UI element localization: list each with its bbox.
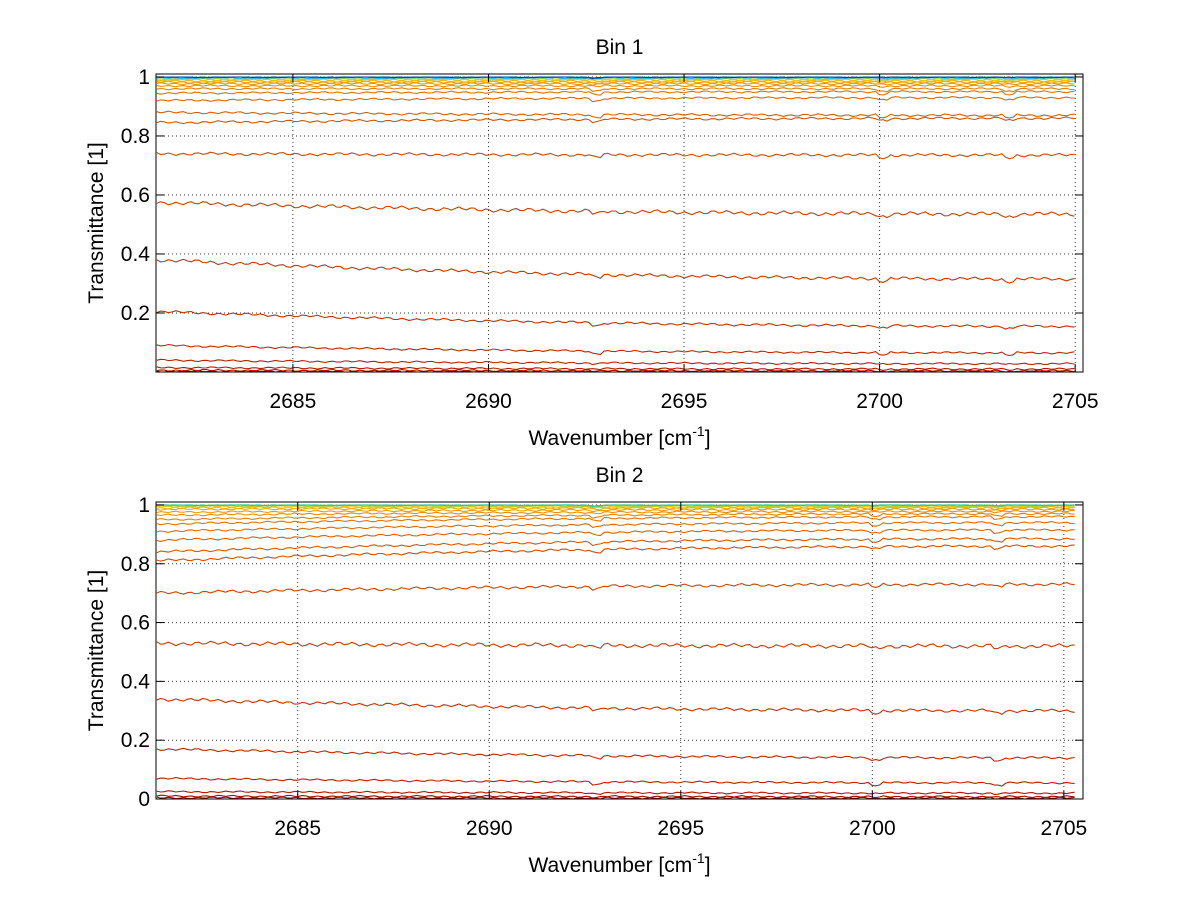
y-tick-label: 1 [138,494,150,517]
series-line [156,90,1075,96]
y-tick-label: 0.2 [121,729,150,752]
x-tick-label: 2685 [270,390,317,413]
y-axis-label: Transmittance [1] [85,570,108,731]
series-line [156,512,1075,521]
series-line [156,515,1075,526]
x-axis-label-sup: -1 [692,423,705,439]
series-line [156,151,1075,160]
x-tick-label: 2695 [657,817,704,840]
series-line [156,794,1075,799]
series-line [156,110,1075,119]
series-line [156,790,1075,795]
series-line [156,82,1075,86]
series-line [156,509,1075,517]
x-tick-label: 2685 [274,817,321,840]
grid [156,502,1083,799]
y-tick-label: 1 [138,66,150,89]
y-tick-label: 0.8 [121,125,150,148]
series-line [156,358,1075,366]
chart-title: Bin 2 [596,464,644,487]
series-line [156,343,1075,357]
series-line [156,87,1075,93]
series-line [156,747,1075,762]
x-tick-label: 2690 [466,817,513,840]
series-line [156,366,1075,371]
x-tick-label: 2690 [465,390,512,413]
x-axis-label-main: Wavenumber [cm [528,427,692,450]
y-axis-label: Transmittance [1] [85,142,108,303]
y-tick-label: 0.2 [121,302,150,325]
series-line [156,96,1075,103]
series-line [156,528,1075,542]
series-line [156,116,1075,125]
series-line [156,537,1075,554]
y-tick-label: 0.6 [121,184,150,207]
series-line [156,507,1075,514]
series-line [156,582,1075,595]
x-axis-label-end: ] [705,427,711,450]
series-line [156,310,1075,330]
x-tick-label: 2695 [661,390,708,413]
series-group [156,76,1075,373]
x-axis-label-main: Wavenumber [cm [528,854,692,877]
series-line [156,640,1075,650]
axes-box [155,73,1084,373]
y-tick-label: 0.4 [121,243,151,266]
x-axis-label-sup: -1 [692,850,705,866]
series-line [156,504,1075,508]
series-line [156,796,1075,800]
axes-box [155,501,1084,800]
y-tick-label: 0 [138,788,150,811]
chart-title: Bin 1 [596,36,644,59]
series-line [156,76,1075,80]
series-line [156,368,1075,373]
x-axis-label: Wavenumber [cm-1] [528,423,710,450]
x-tick-label: 2700 [856,390,903,413]
series-line [156,258,1075,284]
x-tick-label: 2700 [849,817,896,840]
x-axis-label-end: ] [705,854,711,877]
x-tick-label: 2705 [1052,390,1099,413]
y-tick-label: 0.6 [121,612,150,635]
series-line [156,776,1075,787]
chart-bin-2: Bin 2 2685 2690 2695 2700 2705 0 0.2 0.4 0.6 0.8 1 W… [85,464,1087,877]
series-line [156,521,1075,533]
y-tick-label: 0.8 [121,553,150,576]
series-group [156,504,1075,800]
series-line [156,84,1075,88]
y-tick-label: 0.4 [121,670,151,693]
x-tick-label: 2705 [1040,817,1087,840]
chart-bin-1: Bin 1 2685 2690 2695 2700 2705 0.2 0.4 0.6 0.8 1 Wa… [85,36,1099,450]
series-line [156,201,1075,219]
x-axis-label: Wavenumber [cm-1] [528,850,710,877]
series-line [156,697,1075,716]
series-line [156,544,1075,562]
